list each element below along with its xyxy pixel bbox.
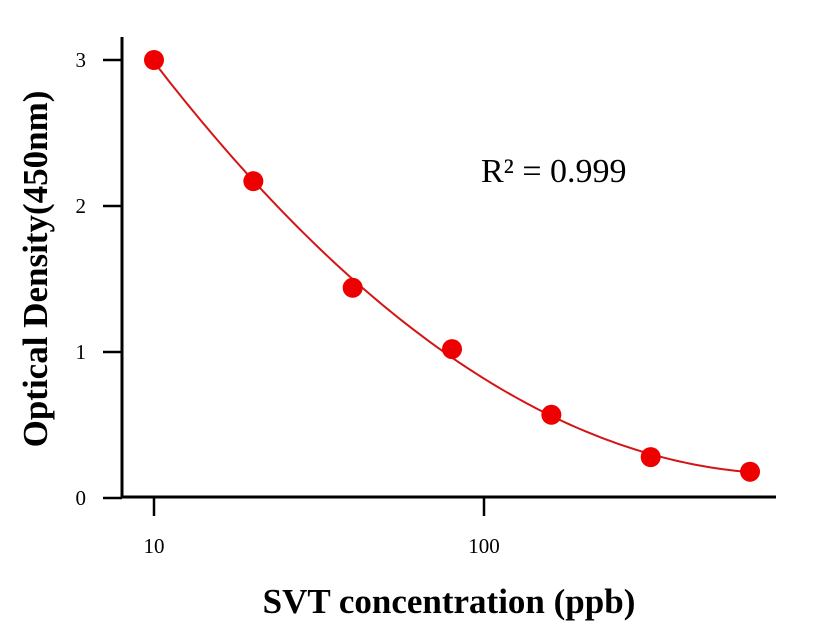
data-point xyxy=(243,171,264,192)
x-axis-title: SVT concentration (ppb) xyxy=(263,582,636,621)
y-tick-label: 0 xyxy=(76,486,87,510)
fit-layer xyxy=(153,61,751,474)
axes xyxy=(120,37,776,499)
data-point xyxy=(640,447,661,468)
points-layer xyxy=(144,50,761,482)
data-point xyxy=(442,339,463,360)
data-point xyxy=(740,461,761,482)
data-point xyxy=(541,404,562,425)
x-tick-label: 100 xyxy=(468,534,500,558)
y-tick-label: 3 xyxy=(76,48,87,72)
y-ticks: 0 1 2 3 xyxy=(76,48,122,510)
x-ticks: 10 100 xyxy=(144,497,500,558)
data-point xyxy=(144,50,164,70)
r-squared-annotation: R² = 0.999 xyxy=(481,153,627,190)
y-axis-title: Optical Density(450nm) xyxy=(16,91,55,448)
fit-curve xyxy=(153,61,751,474)
x-tick-label: 10 xyxy=(144,534,165,558)
y-tick-label: 1 xyxy=(76,340,87,364)
data-point xyxy=(342,277,363,298)
y-tick-label: 2 xyxy=(76,194,87,218)
